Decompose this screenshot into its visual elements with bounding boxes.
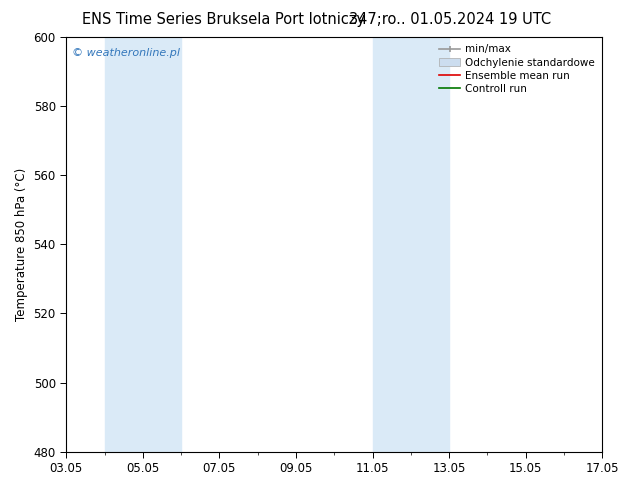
Bar <box>105 37 181 452</box>
Text: © weatheronline.pl: © weatheronline.pl <box>72 48 179 57</box>
Text: ENS Time Series Bruksela Port lotniczy: ENS Time Series Bruksela Port lotniczy <box>82 12 366 27</box>
Legend: min/max, Odchylenie standardowe, Ensemble mean run, Controll run: min/max, Odchylenie standardowe, Ensembl… <box>435 40 599 98</box>
Y-axis label: Temperature 850 hPa (°C): Temperature 850 hPa (°C) <box>15 168 28 321</box>
Bar <box>373 37 449 452</box>
Text: 347;ro.. 01.05.2024 19 UTC: 347;ro.. 01.05.2024 19 UTC <box>349 12 552 27</box>
